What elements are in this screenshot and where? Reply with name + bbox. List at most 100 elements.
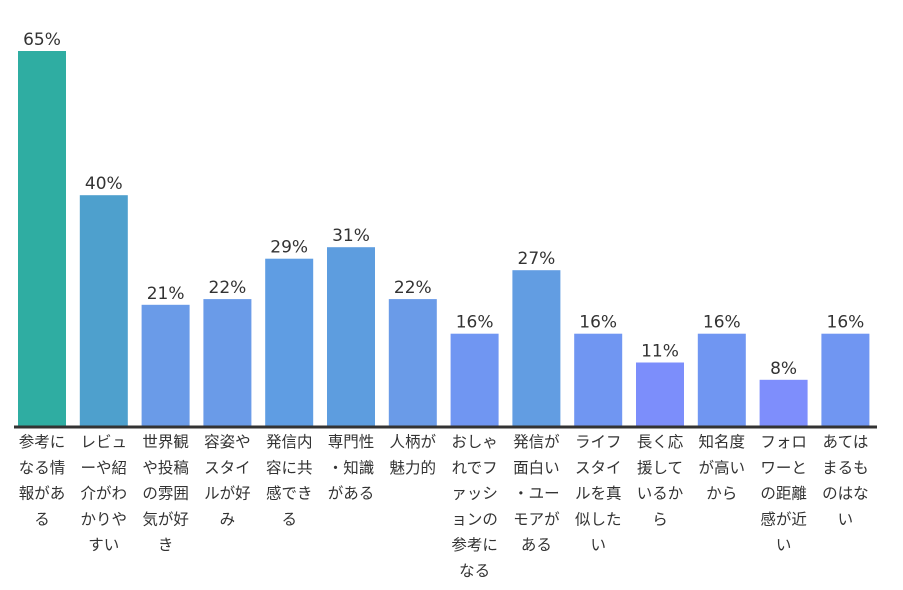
- value-label-11: 11%: [641, 342, 679, 362]
- value-label-13: 8%: [770, 359, 797, 379]
- category-label-line: がある: [328, 485, 375, 503]
- category-label-line: 人柄が: [390, 433, 437, 451]
- value-label-7: 22%: [394, 278, 432, 298]
- category-label-line: 感が近: [760, 510, 807, 528]
- category-label-line: い: [776, 536, 792, 554]
- category-label-line: 介がわ: [81, 485, 128, 503]
- category-label-line: 専門性: [328, 433, 375, 451]
- bar-5: [265, 258, 314, 426]
- category-label-7: 人柄が魅力的: [390, 433, 437, 477]
- bar-11: [636, 362, 684, 426]
- category-label-line: まるも: [822, 459, 869, 477]
- value-label-12: 16%: [703, 313, 741, 333]
- category-label-line: 容に共: [266, 459, 313, 477]
- value-label-9: 27%: [518, 249, 556, 269]
- bar-1: [18, 51, 66, 426]
- bar-12: [697, 333, 746, 426]
- category-label-8: おしゃれでファッションの参考になる: [451, 433, 498, 580]
- category-label-11: 長く応援しているから: [637, 433, 684, 528]
- value-label-4: 22%: [209, 278, 247, 298]
- category-label-line: 長く応: [637, 433, 684, 451]
- category-label-line: なる情: [19, 459, 66, 477]
- category-label-line: や投稿: [142, 459, 189, 477]
- category-label-5: 発信内容に共感できる: [266, 433, 313, 528]
- category-label-9: 発信が面白い・ユーモアがある: [513, 433, 560, 554]
- category-label-line: なる: [459, 562, 490, 580]
- category-label-line: モアが: [513, 510, 560, 528]
- category-label-line: 知名度: [699, 433, 746, 451]
- category-label-line: ライフ: [575, 433, 622, 451]
- bars-group: [18, 51, 870, 426]
- category-label-line: 魅力的: [390, 459, 437, 477]
- category-label-line: の雰囲: [142, 485, 189, 503]
- category-label-3: 世界観や投稿の雰囲気が好き: [142, 433, 189, 554]
- bar-13: [759, 379, 808, 426]
- category-label-line: ョンの: [451, 510, 498, 528]
- category-label-line: すい: [88, 536, 119, 554]
- category-label-line: スタイ: [575, 459, 622, 477]
- bar-3: [141, 304, 190, 426]
- bar-2: [79, 195, 128, 426]
- category-label-line: ・知識: [328, 459, 375, 477]
- category-label-10: ライフスタイルを真似したい: [575, 433, 622, 554]
- category-labels-group: 参考になる情報があるレビューや紹介がわかりやすい世界観や投稿の雰囲気が好き容姿や…: [19, 433, 869, 580]
- value-label-5: 29%: [270, 238, 308, 258]
- category-label-line: ・ユー: [513, 485, 560, 503]
- category-label-line: かりや: [81, 510, 128, 528]
- value-label-14: 16%: [827, 313, 865, 333]
- category-label-6: 専門性・知識がある: [328, 433, 375, 503]
- category-label-line: おしゃ: [451, 433, 498, 451]
- category-label-line: 発信内: [266, 433, 313, 451]
- category-label-line: フォロ: [760, 433, 807, 451]
- category-label-line: 参考に: [451, 536, 498, 554]
- category-label-line: 気が好: [142, 510, 189, 528]
- category-label-line: 発信が: [513, 433, 560, 451]
- category-label-line: 援して: [637, 459, 683, 477]
- bar-7: [388, 299, 437, 426]
- category-label-line: 面白い: [513, 459, 560, 477]
- category-label-13: フォロワーとの距離感が近い: [760, 433, 807, 554]
- category-label-line: ある: [521, 536, 552, 554]
- category-label-line: 報があ: [19, 485, 66, 503]
- category-label-4: 容姿やスタイルが好み: [204, 433, 251, 528]
- category-label-line: ルを真: [575, 485, 622, 503]
- value-labels-group: 65% 40% 21% 22% 29% 31% 22% 16% 27% 16% 11% 16% 8% 16…: [23, 30, 864, 379]
- category-label-line: 参考に: [19, 433, 66, 451]
- category-label-line: れでフ: [452, 459, 498, 477]
- value-label-10: 16%: [579, 313, 617, 333]
- value-label-6: 31%: [332, 226, 370, 246]
- value-label-2: 40%: [85, 174, 123, 194]
- category-label-line: レビュ: [81, 433, 128, 451]
- category-label-line: あては: [822, 433, 868, 451]
- category-label-line: の距離: [760, 485, 807, 503]
- category-label-line: ァッシ: [451, 485, 498, 503]
- category-label-1: 参考になる情報がある: [19, 433, 66, 528]
- category-label-2: レビューや紹介がわかりやすい: [81, 433, 128, 554]
- category-label-line: が高い: [699, 459, 746, 477]
- category-label-line: スタイ: [204, 459, 251, 477]
- category-label-line: 容姿や: [204, 433, 251, 451]
- bar-14: [821, 333, 870, 426]
- category-label-line: のはな: [822, 485, 869, 503]
- value-label-1: 65%: [23, 30, 61, 50]
- category-label-line: き: [158, 536, 174, 554]
- category-label-14: あてはまるものはない: [822, 433, 869, 528]
- category-label-line: 似した: [575, 510, 622, 528]
- value-label-8: 16%: [456, 313, 494, 333]
- category-label-line: 感でき: [266, 485, 313, 503]
- category-label-line: ーや紹: [81, 459, 128, 477]
- value-label-3: 21%: [147, 284, 185, 304]
- bar-9: [512, 270, 561, 426]
- category-label-line: いるか: [637, 485, 684, 503]
- category-label-line: る: [281, 510, 297, 528]
- category-label-line: ワーと: [760, 459, 807, 477]
- bar-8: [450, 333, 499, 426]
- category-label-line: い: [838, 510, 854, 528]
- category-label-12: 知名度が高いから: [699, 433, 746, 503]
- category-label-line: から: [706, 485, 737, 503]
- category-label-line: い: [590, 536, 606, 554]
- bar-10: [574, 333, 623, 426]
- category-label-line: る: [34, 510, 50, 528]
- category-label-line: ら: [652, 510, 668, 528]
